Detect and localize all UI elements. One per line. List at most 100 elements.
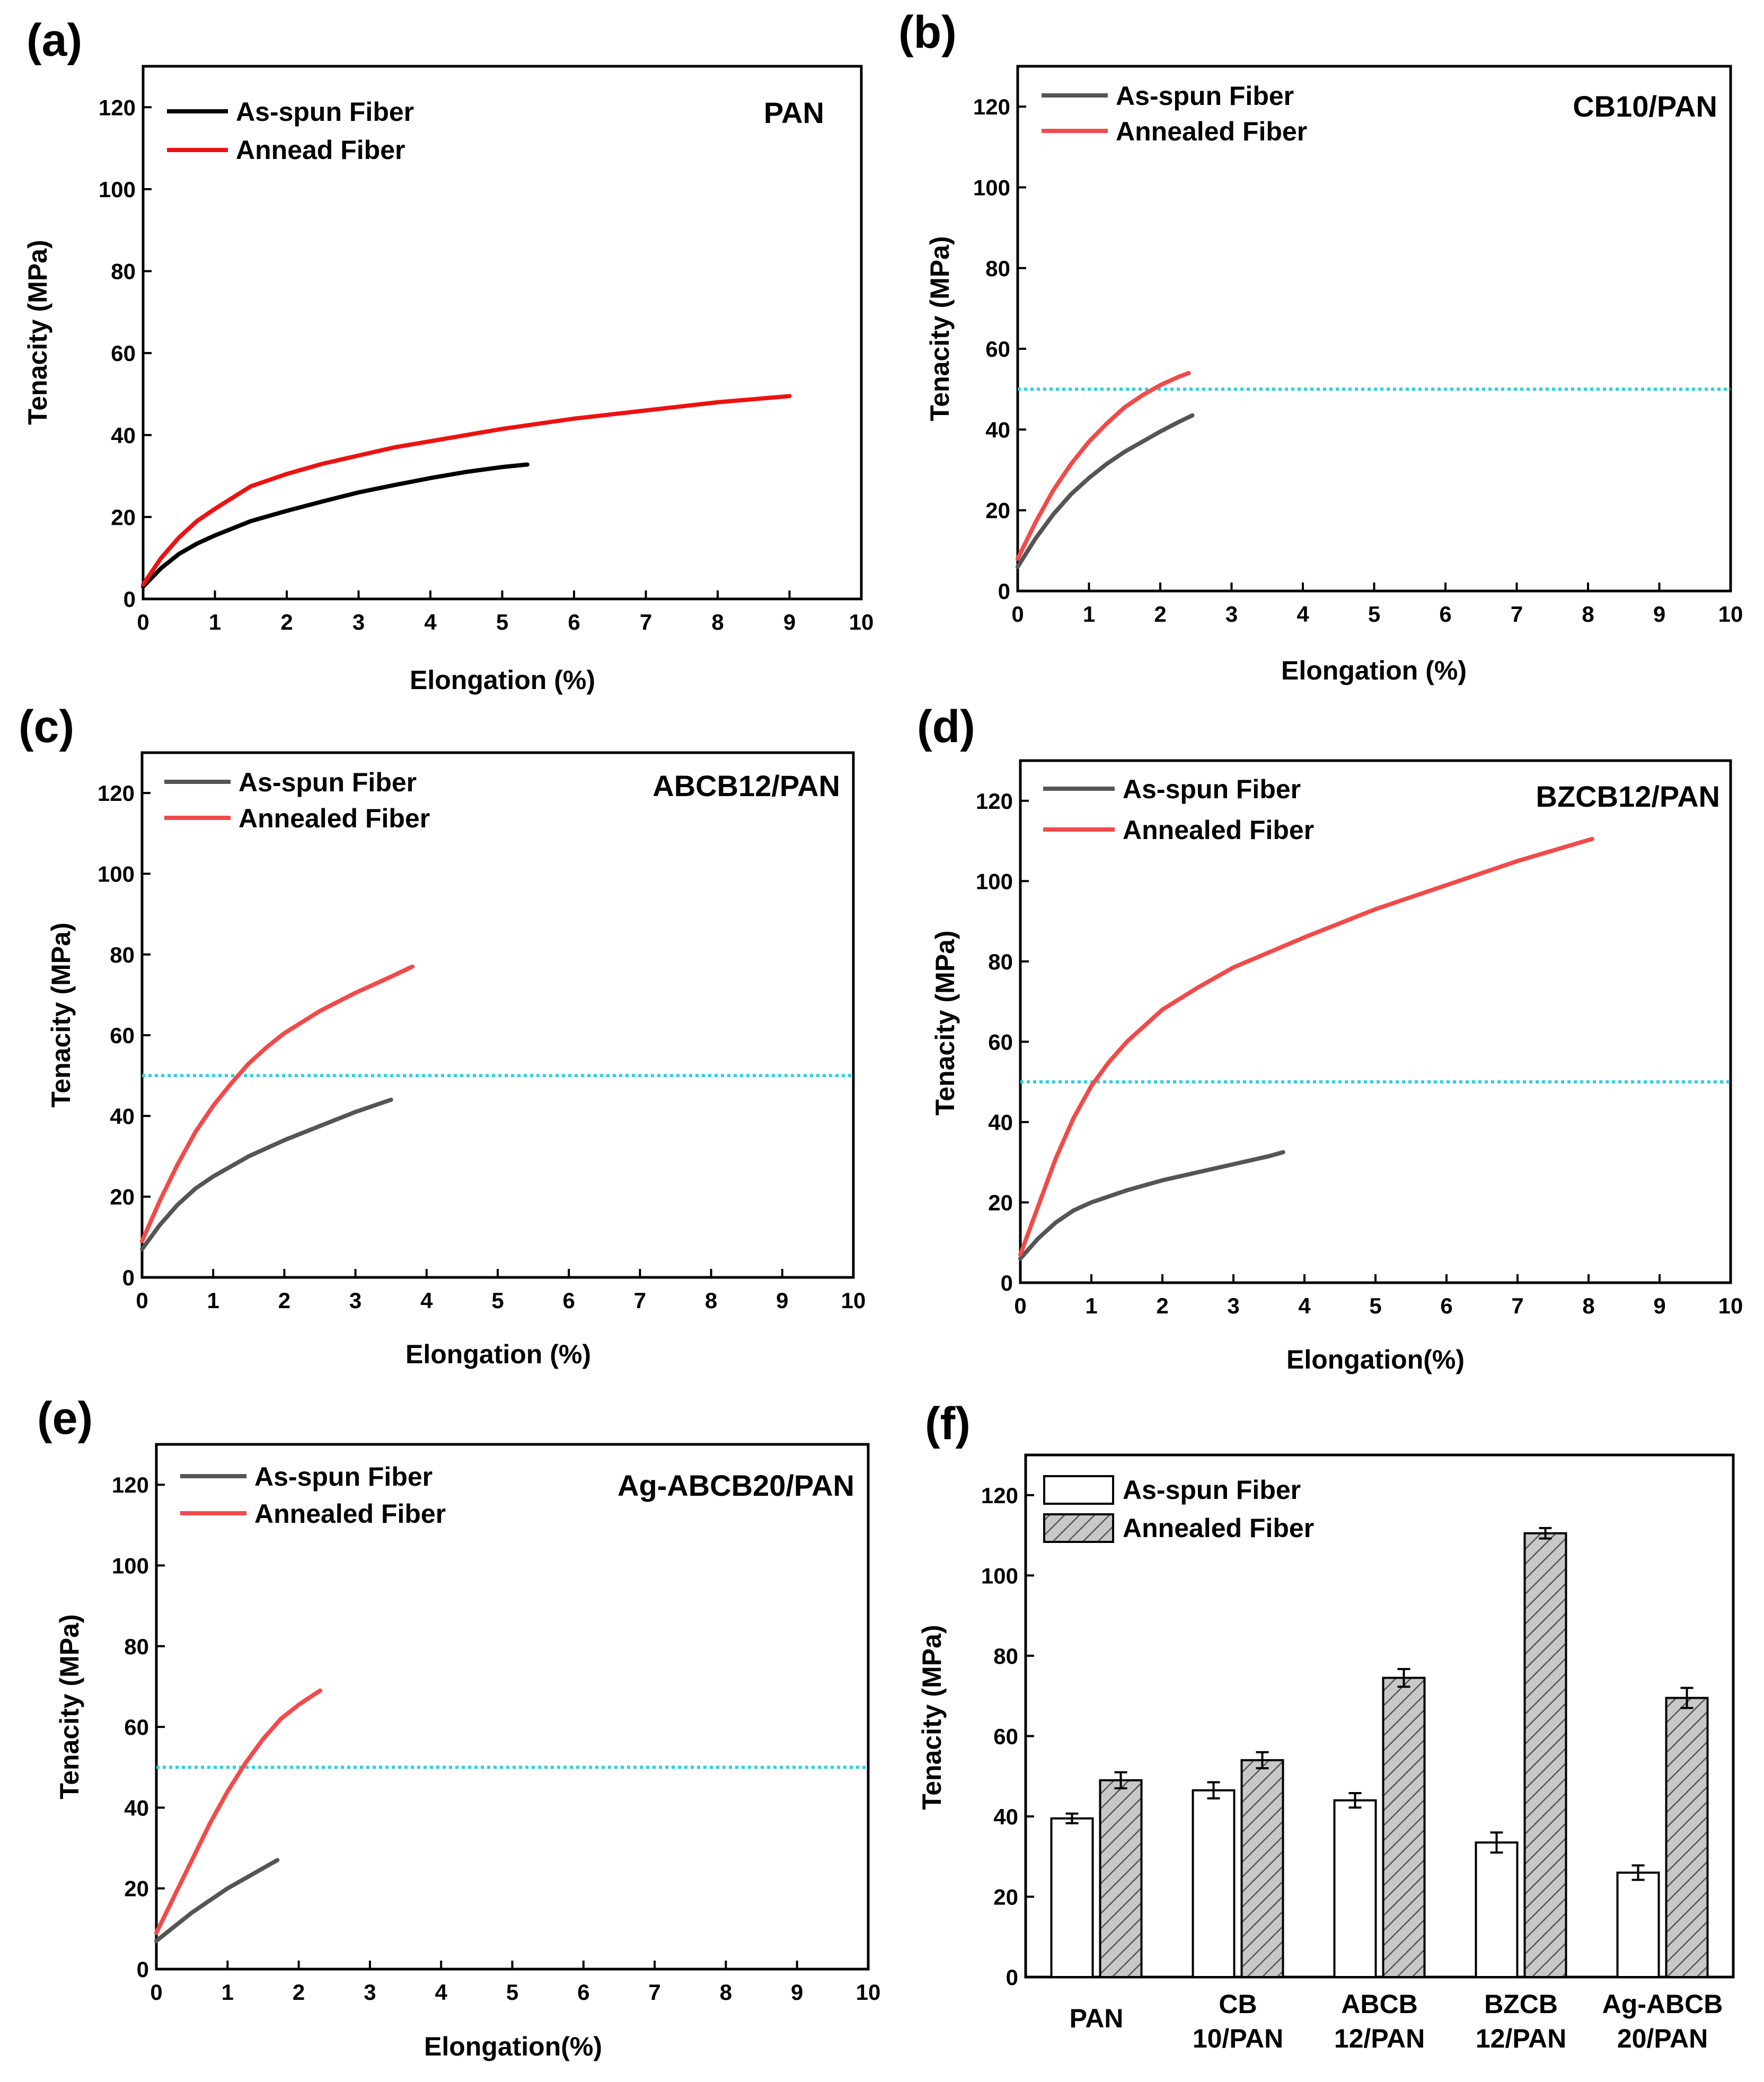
panel-c-y-axis-label: Tenacity (MPa): [46, 922, 76, 1107]
panel-e-as-spun-curve: [154, 1858, 280, 1943]
panel-e-x-tick-label: 10: [856, 1980, 881, 2005]
panel-c-x-tick-label: 1: [207, 1288, 219, 1313]
x-category-label: PAN: [1070, 2004, 1124, 2033]
panel-e-x-axis-label: Elongation(%): [424, 2032, 602, 2061]
panel-d-x-tick-label: 7: [1511, 1293, 1523, 1318]
panel-e-x-tick-label: 6: [577, 1980, 589, 2005]
panel-e-x-tick-label: 5: [506, 1980, 518, 2005]
panel-c-as-spun-curve: [140, 1097, 393, 1251]
as-spun-bar: [1475, 1841, 1519, 1979]
panel-d-x-tick-label: 2: [1156, 1293, 1168, 1318]
panel-a-series: [141, 394, 792, 589]
panel-d-y-tick-label: 40: [988, 1110, 1013, 1135]
panel-f-y-tick-label: 60: [993, 1724, 1018, 1749]
as-spun-bar: [1616, 1872, 1660, 1978]
panel-d-x-tick-label: 8: [1582, 1293, 1594, 1318]
panel-b-x-tick-label: 9: [1653, 602, 1665, 627]
panel-a-y-tick-label: 80: [111, 259, 136, 284]
panel-e-x-tick-label: 1: [222, 1980, 234, 2005]
panel-b-y-tick-label: 0: [998, 579, 1010, 604]
panel-c: (c) 0 20 40 60 80 100 120 0 1 2 3 4 5 6 7 8 9 10 ABCB12/…: [19, 701, 866, 1369]
panel-f-plot-frame: [1024, 1453, 1735, 1979]
panel-e-y-ticks: 0 20 40 60 80 100 120: [112, 1472, 165, 1982]
annealed-bar: [1665, 1697, 1709, 1978]
panel-d-y-tick-label: 20: [988, 1190, 1013, 1215]
panel-a-y-tick-label: 60: [111, 341, 136, 366]
panel-d-x-tick-label: 9: [1653, 1293, 1665, 1318]
panel-d-x-axis-label: Elongation(%): [1286, 1345, 1465, 1374]
panel-b-title: CB10/PAN: [1573, 90, 1717, 123]
panel-a-x-tick-label: 7: [640, 610, 652, 634]
panel-e-x-tick-label: 3: [364, 1980, 376, 2005]
panel-f-legend-annealed: Annealed Fiber: [1123, 1513, 1314, 1543]
panel-a-x-tick-label: 1: [209, 610, 221, 634]
panel-d-annealed-curve: [1018, 836, 1594, 1257]
panel-b-x-tick-label: 8: [1582, 602, 1594, 627]
panel-b-y-tick-label: 60: [985, 337, 1010, 361]
annealed-bar: [1099, 1779, 1143, 1978]
panel-c-x-ticks: 0 1 2 3 4 5 6 7 8 9 10: [136, 1269, 866, 1313]
panel-b-label: (b): [898, 7, 957, 58]
panel-f-y-axis-label: Tenacity (MPa): [917, 1625, 947, 1810]
panel-f-y-tick-label: 80: [993, 1644, 1018, 1669]
panel-d-x-tick-label: 4: [1298, 1293, 1311, 1318]
panel-a-legend-annealed: Annead Fiber: [236, 135, 405, 165]
panel-a-x-axis-label: Elongation (%): [410, 665, 595, 695]
panel-e-title: Ag-ABCB20/PAN: [618, 1469, 854, 1502]
panel-f-y-tick-label: 120: [981, 1483, 1018, 1508]
panel-b-as-spun-curve: [1016, 413, 1195, 569]
panel-a-x-tick-label: 2: [280, 610, 293, 634]
panel-d-x-tick-label: 5: [1369, 1293, 1381, 1318]
panel-e-x-ticks: 0 1 2 3 4 5 6 7 8 9 10: [150, 1961, 880, 2005]
panel-c-y-tick-label: 60: [110, 1023, 135, 1048]
panel-f-y-tick-label: 0: [1006, 1965, 1018, 1990]
panel-f-y-tick-label: 100: [981, 1563, 1018, 1588]
x-category-label: CB: [1219, 1989, 1257, 2019]
panel-a-legend-as-spun: As-spun Fiber: [236, 97, 414, 127]
panel-a-title: PAN: [764, 96, 824, 129]
panel-f-legend-swatch-as-spun: [1043, 1475, 1114, 1505]
panel-b-y-tick-label: 120: [973, 94, 1010, 119]
panel-b-x-tick-label: 5: [1368, 602, 1380, 627]
panel-b-y-ticks: 0 20 40 60 80 100 120: [973, 94, 1026, 604]
panel-c-x-tick-label: 5: [491, 1288, 504, 1313]
panel-e-x-tick-label: 8: [720, 1980, 732, 2005]
panel-d-y-tick-label: 100: [976, 869, 1013, 894]
panel-d-title: BZCB12/PAN: [1536, 780, 1720, 813]
panel-d-y-tick-label: 80: [988, 949, 1013, 974]
panel-a-y-tick-label: 0: [124, 587, 136, 612]
panel-d-y-tick-label: 120: [976, 789, 1013, 814]
panel-f-y-ticks: 0 20 40 60 80 100 120: [981, 1483, 1034, 1990]
panel-c-x-tick-label: 3: [349, 1288, 361, 1313]
panel-a-annealed-curve: [141, 394, 792, 587]
panel-a-x-tick-label: 3: [352, 610, 365, 634]
panel-c-x-tick-label: 9: [776, 1288, 788, 1313]
panel-c-x-tick-label: 0: [136, 1288, 148, 1313]
panel-b: (b) 0 20 40 60 80 100 120 0 1 2 3 4 5 6 7 8 9 10 CB10/PA…: [898, 7, 1743, 685]
panel-c-y-tick-label: 120: [98, 781, 135, 806]
panel-e-y-tick-label: 40: [124, 1795, 149, 1820]
panel-c-legend-as-spun: As-spun Fiber: [239, 767, 417, 797]
panel-e-series: [154, 1688, 322, 1943]
x-category-label: BZCB: [1484, 1989, 1558, 2019]
panel-d: (d) 0 20 40 60 80 100 120 0 1 2 3 4 5 6 7 8 9 10 BZCB12/…: [917, 701, 1743, 1374]
panel-c-y-ticks: 0 20 40 60 80 100 120: [98, 781, 151, 1290]
annealed-bar: [1523, 1532, 1567, 1978]
panel-c-y-tick-label: 100: [98, 861, 135, 886]
as-spun-bar: [1050, 1817, 1094, 1978]
panel-e: (e) 0 20 40 60 80 100 120 0 1 2 3 4 5 6 7 8 9 10 Ag-ABCB…: [37, 1393, 880, 2061]
panel-b-x-tick-label: 10: [1718, 602, 1743, 627]
panel-e-y-tick-label: 100: [112, 1553, 149, 1578]
panel-e-y-tick-label: 80: [124, 1634, 149, 1659]
panel-f-legend-as-spun: As-spun Fiber: [1123, 1475, 1301, 1505]
panel-b-x-tick-label: 6: [1439, 602, 1451, 627]
panel-c-y-tick-label: 80: [110, 942, 135, 967]
panel-b-y-tick-label: 100: [973, 175, 1010, 200]
panel-c-y-tick-label: 40: [110, 1104, 135, 1128]
panel-a-x-tick-label: 5: [496, 610, 508, 634]
panel-e-x-tick-label: 2: [293, 1980, 305, 2005]
panel-d-y-ticks: 0 20 40 60 80 100 120: [976, 789, 1029, 1295]
panel-a-x-tick-label: 6: [568, 610, 580, 634]
panel-c-legend-annealed: Annealed Fiber: [239, 804, 430, 833]
panel-b-y-tick-label: 80: [985, 256, 1010, 281]
